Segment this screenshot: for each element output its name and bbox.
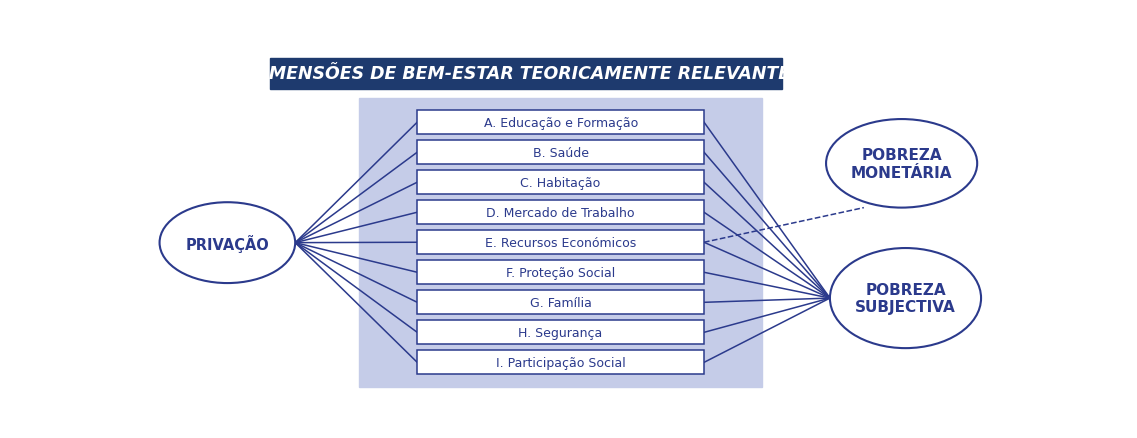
FancyBboxPatch shape <box>417 351 704 374</box>
Ellipse shape <box>830 248 981 348</box>
Text: C. Habitação: C. Habitação <box>521 176 600 189</box>
FancyBboxPatch shape <box>417 171 704 194</box>
Text: DIMENSÕES DE BEM-ESTAR TEORICAMENTE RELEVANTES: DIMENSÕES DE BEM-ESTAR TEORICAMENTE RELE… <box>249 65 803 83</box>
FancyBboxPatch shape <box>417 261 704 285</box>
Text: POBREZA
MONETÁRIA: POBREZA MONETÁRIA <box>850 148 953 180</box>
Ellipse shape <box>159 203 296 283</box>
Text: G. Família: G. Família <box>530 296 591 309</box>
Text: H. Segurança: H. Segurança <box>518 326 603 339</box>
Text: A. Educação e Formação: A. Educação e Formação <box>483 117 638 129</box>
Text: B. Saúde: B. Saúde <box>532 146 589 159</box>
FancyBboxPatch shape <box>359 99 762 387</box>
FancyBboxPatch shape <box>417 111 704 135</box>
FancyBboxPatch shape <box>417 321 704 345</box>
Text: D. Mercado de Trabalho: D. Mercado de Trabalho <box>487 206 634 219</box>
Text: PRIVAÇÃO: PRIVAÇÃO <box>185 234 269 252</box>
Text: E. Recursos Económicos: E. Recursos Económicos <box>485 236 637 249</box>
FancyBboxPatch shape <box>417 201 704 225</box>
FancyBboxPatch shape <box>269 59 781 89</box>
Text: POBREZA
SUBJECTIVA: POBREZA SUBJECTIVA <box>855 282 956 314</box>
FancyBboxPatch shape <box>417 231 704 254</box>
Text: F. Proteção Social: F. Proteção Social <box>506 266 615 279</box>
FancyBboxPatch shape <box>417 291 704 314</box>
Text: I. Participação Social: I. Participação Social <box>496 356 625 369</box>
FancyBboxPatch shape <box>417 141 704 165</box>
Ellipse shape <box>827 120 977 208</box>
